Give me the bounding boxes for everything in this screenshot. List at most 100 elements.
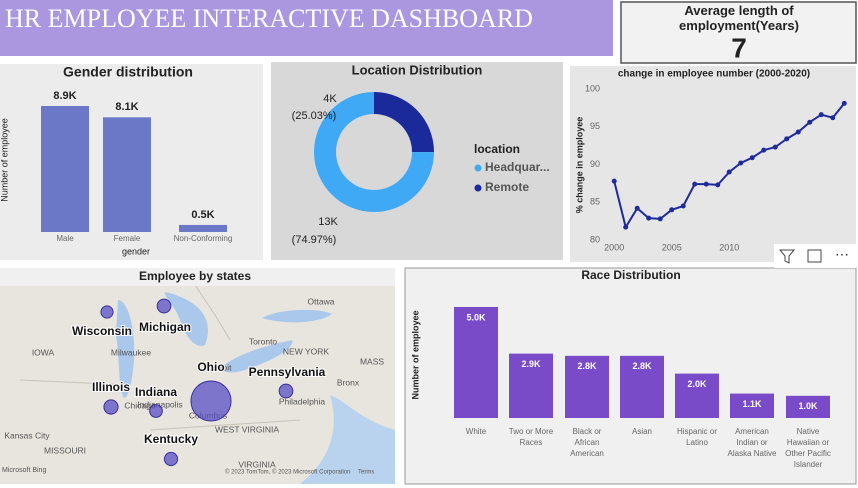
map-attribution: © 2023 TomTom, © 2023 Microsoft Corporat… [225, 469, 350, 476]
map-place-label: Toronto [249, 336, 278, 346]
legend-title: location [474, 142, 520, 156]
map-bubble [278, 383, 294, 399]
map-bubble [103, 399, 119, 415]
bar [509, 353, 553, 418]
bar [565, 355, 609, 418]
bar [675, 373, 719, 418]
road [19, 284, 301, 431]
data-label: (25.03%) [292, 110, 337, 122]
x-tick-label: Hispanic or Latino [677, 427, 717, 447]
lake [116, 300, 135, 398]
map-state-label: Michigan [139, 320, 191, 334]
x-tick-label: Male [56, 234, 74, 243]
line-marker [623, 224, 629, 230]
x-tick-label: White [466, 427, 487, 436]
map-title-bg [0, 268, 395, 286]
map-state-label: Kentucky [144, 432, 198, 446]
y-axis-label: Number of employee [410, 310, 420, 399]
map-place-label: IOWA [32, 347, 55, 357]
data-label: (74.97%) [292, 234, 337, 246]
y-tick-label: 80 [590, 234, 600, 244]
donut-slice [374, 92, 435, 153]
focus-icon[interactable] [807, 249, 822, 263]
map-place-label: NEW YORK [283, 346, 329, 356]
lake [220, 340, 293, 373]
map-state-label: Wisconsin [72, 324, 132, 338]
x-tick-label: Two or More Races [509, 427, 554, 447]
lake [165, 292, 209, 346]
x-tick-label: Female [114, 234, 141, 243]
line-marker [761, 147, 767, 153]
lake [262, 309, 332, 323]
map-bubble [163, 451, 179, 467]
kpi-value: 7 [731, 32, 747, 63]
chart-title: Race Distribution [581, 268, 680, 282]
bar [454, 307, 498, 418]
data-label: 8.9K [53, 90, 76, 102]
chart-title: Gender distribution [63, 64, 193, 80]
map-place-label: Bronx [337, 377, 360, 387]
visual-toolbar[interactable]: ··· [774, 244, 856, 268]
line-marker [784, 136, 790, 142]
map-title: Employee by states [139, 269, 251, 283]
ocean [300, 395, 395, 484]
legend-label: Remote [485, 180, 529, 194]
map-place-label: Detroit [206, 362, 232, 372]
kpi-title: Average length of employment(Years) [679, 3, 799, 33]
map-place-label: VIRGINIA [238, 459, 276, 469]
data-label: 2.8K [577, 361, 597, 371]
map-place-label: Chicago [124, 400, 155, 410]
legend-marker [474, 184, 482, 192]
line-marker [830, 115, 836, 121]
count-label: 4K [323, 93, 337, 105]
x-tick-label: 2000 [604, 242, 624, 252]
line-marker [634, 205, 640, 211]
map-place-label: Ottawa [308, 296, 335, 306]
line-marker [818, 112, 824, 118]
data-label: 1.0K [798, 401, 818, 411]
legend-label: Headquar... [485, 160, 550, 174]
map-bubble [100, 305, 114, 319]
map-attribution: Terms [358, 470, 374, 476]
line-marker [703, 181, 709, 187]
chart-title: Location Distribution [352, 62, 483, 77]
data-label: 0.5K [191, 209, 214, 221]
x-tick-label: Black or African American [570, 427, 604, 458]
map-place-label: Philadelphia [279, 396, 326, 406]
y-axis-label: Number of employee [0, 118, 9, 202]
line-marker [726, 169, 732, 175]
legend-marker [474, 164, 482, 172]
data-label: 8.1K [115, 101, 138, 113]
map-place-label: Kansas City [4, 430, 50, 440]
chart-title: change in employee number (2000-2020) [618, 69, 810, 80]
x-tick-label: American Indian or Alaska Native [728, 427, 777, 458]
line-marker [669, 207, 675, 213]
map-place-label: MISSOURI [44, 445, 86, 455]
data-label: 2.9K [521, 359, 541, 369]
map-place-label: MASS [360, 356, 384, 366]
line-marker [611, 178, 617, 184]
x-axis-label: gender [122, 246, 150, 256]
bar [41, 106, 89, 232]
line-marker [749, 155, 755, 161]
bar [786, 395, 830, 418]
data-label: 5.0K [466, 312, 486, 322]
bar [730, 393, 774, 418]
more-icon[interactable]: ··· [835, 246, 849, 262]
line-marker [772, 144, 778, 150]
donut-slice [314, 92, 434, 213]
map-place-label: Milwaukee [111, 347, 151, 357]
line-marker [795, 129, 801, 135]
x-tick-label: Native Hawaiian or Other Pacific Islander [785, 427, 831, 469]
data-label: 2.0K [687, 379, 707, 389]
map-place-label: Indianapolis [137, 399, 182, 409]
line-marker [738, 160, 744, 166]
line-marker [841, 100, 847, 106]
x-tick-label: 2005 [662, 242, 682, 252]
count-label: 13K [318, 216, 338, 228]
line-marker [692, 181, 698, 187]
data-label: 1.1K [742, 399, 762, 409]
filter-icon[interactable] [778, 249, 796, 264]
y-tick-label: 95 [590, 121, 600, 131]
